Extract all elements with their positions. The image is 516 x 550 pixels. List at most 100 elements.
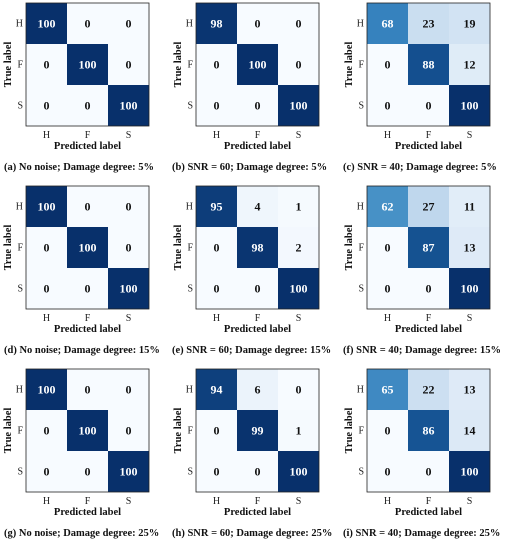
cell-value-label: 0 bbox=[44, 282, 50, 296]
confusion-matrix-e: 95 4 1 0 98 2 0 0 100 H F S H F S Predicted label True l… bbox=[172, 185, 331, 356]
cell-value-label: 0 bbox=[85, 465, 91, 479]
cell-value-label: 0 bbox=[426, 99, 432, 113]
cell-value-label: 0 bbox=[44, 241, 50, 255]
cell-value-label: 0 bbox=[85, 99, 91, 113]
confusion-matrix-b: 98 0 0 0 100 0 0 0 100 H F S H F S Predicted label True … bbox=[172, 2, 327, 173]
y-axis-label: True label bbox=[173, 408, 184, 454]
cell-value-label: 0 bbox=[214, 424, 220, 438]
x-tick-label: H bbox=[43, 313, 50, 324]
y-tick-label: S bbox=[17, 467, 23, 478]
heatmap-cell bbox=[237, 227, 278, 268]
heatmap-cell bbox=[67, 268, 108, 309]
cell-value-label: 14 bbox=[464, 424, 476, 438]
y-tick-label: F bbox=[358, 243, 364, 254]
heatmap-cell bbox=[367, 451, 408, 492]
heatmap-cell bbox=[67, 451, 108, 492]
matrix-frame bbox=[25, 368, 150, 493]
y-axis-label: True label bbox=[173, 225, 184, 271]
heatmap-cell bbox=[237, 268, 278, 309]
x-tick-label: H bbox=[384, 130, 391, 141]
cell-value-label: 0 bbox=[255, 17, 261, 31]
cell-value-label: 98 bbox=[211, 17, 223, 31]
cell-value-label: 0 bbox=[44, 58, 50, 72]
cell-value-label: 100 bbox=[120, 282, 138, 296]
x-tick-label: H bbox=[213, 130, 220, 141]
heatmap-cell bbox=[26, 451, 67, 492]
heatmap-cell bbox=[108, 227, 149, 268]
confusion-matrix-g: 100 0 0 0 100 0 0 0 100 H F S H F S Predicted label True… bbox=[3, 368, 159, 539]
heatmap-cell bbox=[108, 410, 149, 451]
heatmap-cell bbox=[26, 227, 67, 268]
x-tick-label: F bbox=[255, 496, 261, 507]
heatmap-cell bbox=[449, 369, 490, 410]
cell-value-label: 65 bbox=[382, 383, 394, 397]
x-axis-label: Predicted label bbox=[224, 141, 291, 152]
cell-value-label: 100 bbox=[290, 282, 308, 296]
y-tick-label: H bbox=[186, 202, 193, 213]
y-tick-label: H bbox=[16, 202, 23, 213]
y-tick-label: F bbox=[187, 60, 193, 71]
matrix-frame bbox=[25, 185, 150, 310]
cell-value-label: 100 bbox=[461, 465, 479, 479]
cell-value-label: 0 bbox=[385, 241, 391, 255]
heatmap-cell bbox=[449, 186, 490, 227]
y-axis-label: True label bbox=[173, 42, 184, 88]
heatmap-cell bbox=[278, 186, 319, 227]
x-tick-label: S bbox=[296, 496, 302, 507]
heatmap-cell bbox=[367, 268, 408, 309]
confusion-matrix-a: 100 0 0 0 100 0 0 0 100 H F S H F S Predicted label True… bbox=[3, 2, 154, 173]
matrix-frame bbox=[366, 368, 491, 493]
heatmap-cell bbox=[408, 3, 449, 44]
cell-value-label: 0 bbox=[214, 241, 220, 255]
heatmap-cell bbox=[367, 410, 408, 451]
cell-value-label: 100 bbox=[38, 17, 56, 31]
heatmap-cell bbox=[408, 44, 449, 85]
cell-value-label: 0 bbox=[44, 424, 50, 438]
subplot-caption: (e) SNR = 60; Damage degree: 15% bbox=[172, 345, 331, 356]
subplot-caption: (a) No noise; Damage degree: 5% bbox=[4, 162, 154, 173]
y-tick-label: H bbox=[186, 19, 193, 30]
y-tick-label: S bbox=[187, 467, 193, 478]
y-axis-label: True label bbox=[3, 42, 14, 88]
cell-value-label: 0 bbox=[126, 241, 132, 255]
x-tick-label: S bbox=[296, 130, 302, 141]
y-tick-label: F bbox=[358, 60, 364, 71]
y-tick-label: F bbox=[17, 426, 23, 437]
y-tick-label: S bbox=[358, 467, 364, 478]
cell-value-label: 99 bbox=[252, 424, 264, 438]
x-tick-label: H bbox=[43, 130, 50, 141]
cell-value-label: 0 bbox=[126, 58, 132, 72]
y-tick-label: S bbox=[358, 284, 364, 295]
heatmap-cell bbox=[278, 3, 319, 44]
cell-value-label: 4 bbox=[255, 200, 261, 214]
x-axis-label: Predicted label bbox=[395, 507, 462, 518]
cell-value-label: 100 bbox=[120, 99, 138, 113]
heatmap-cell bbox=[408, 227, 449, 268]
heatmap-cell bbox=[196, 268, 237, 309]
subplot-caption: (i) SNR = 40; Damage degree: 25% bbox=[343, 528, 500, 539]
y-tick-label: F bbox=[187, 243, 193, 254]
heatmap-cell bbox=[196, 227, 237, 268]
heatmap-cell bbox=[278, 268, 319, 309]
x-axis-label: Predicted label bbox=[395, 324, 462, 335]
cell-value-label: 0 bbox=[426, 282, 432, 296]
cell-value-label: 95 bbox=[211, 200, 223, 214]
heatmap-cell bbox=[26, 44, 67, 85]
cell-value-label: 0 bbox=[85, 282, 91, 296]
cell-value-label: 0 bbox=[126, 200, 132, 214]
cell-value-label: 6 bbox=[255, 383, 261, 397]
heatmap-cell bbox=[278, 227, 319, 268]
heatmap-cell bbox=[449, 227, 490, 268]
cell-value-label: 0 bbox=[296, 383, 302, 397]
heatmap-cell bbox=[367, 85, 408, 126]
cell-value-label: 0 bbox=[214, 282, 220, 296]
x-tick-label: H bbox=[384, 313, 391, 324]
cell-value-label: 100 bbox=[79, 241, 97, 255]
x-tick-label: S bbox=[296, 313, 302, 324]
confusion-matrix-c: 68 23 19 0 88 12 0 0 100 H F S H F S Predicted label Tru… bbox=[343, 2, 497, 173]
cell-value-label: 0 bbox=[126, 424, 132, 438]
cell-value-label: 0 bbox=[214, 58, 220, 72]
cell-value-label: 0 bbox=[255, 99, 261, 113]
